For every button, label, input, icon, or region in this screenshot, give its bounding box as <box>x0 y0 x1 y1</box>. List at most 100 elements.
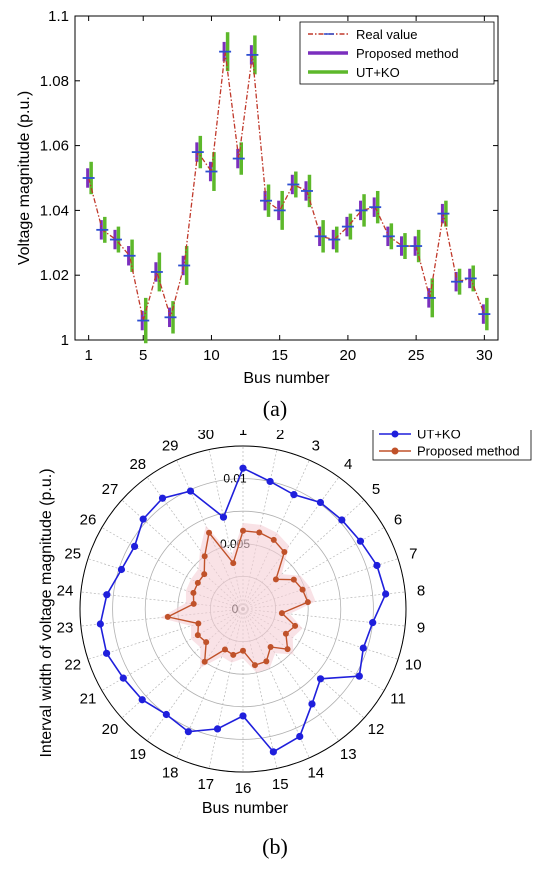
proposed-point <box>270 536 277 543</box>
ut-ko-point <box>103 591 111 599</box>
radar-spoke <box>208 449 244 610</box>
radar-spoke <box>87 558 244 610</box>
proposed-point <box>190 589 197 596</box>
radar-category-label: 30 <box>197 430 214 443</box>
radar-category-label: 12 <box>368 721 385 738</box>
proposed-point <box>292 622 299 629</box>
radar-category-label: 1 <box>239 430 247 439</box>
radar-spoke <box>242 591 406 610</box>
radar-category-label: 28 <box>129 456 146 473</box>
radar-category-label: 24 <box>57 582 74 599</box>
y-axis-label-b: Interval width of voltage magnitude (p.u… <box>38 468 55 757</box>
proposed-point <box>206 529 213 536</box>
y-tick-label: 1.06 <box>40 138 69 155</box>
chart-b: 00.0050.01123456789101112131415161718192… <box>38 430 532 859</box>
radar-spoke <box>146 476 244 610</box>
radar-spoke <box>208 608 244 769</box>
proposed-point <box>190 600 197 607</box>
radar-category-label: 3 <box>312 437 320 454</box>
radar-spoke <box>121 608 244 719</box>
radar-category-label: 29 <box>162 437 179 454</box>
radar-category-label: 5 <box>372 481 380 498</box>
x-tick-label: 15 <box>271 347 288 364</box>
ut-ko-point <box>186 487 195 495</box>
radar-category-label: 16 <box>235 780 252 797</box>
radar-spoke <box>242 558 399 610</box>
radar-category-label: 23 <box>57 620 74 637</box>
ut-ko-point <box>355 672 363 680</box>
proposed-point <box>251 662 258 669</box>
radar-category-label: 4 <box>344 456 352 473</box>
radar-spoke <box>101 527 244 610</box>
radar-spoke <box>176 608 244 759</box>
proposed-point <box>284 646 291 653</box>
proposed-point <box>195 620 202 627</box>
radar-spoke <box>242 476 340 610</box>
radar-spoke <box>242 608 365 719</box>
radar-category-label: 21 <box>80 691 97 708</box>
proposed-point <box>221 646 228 653</box>
ut-ko-point <box>213 725 222 733</box>
proposed-point <box>201 553 208 560</box>
y-tick-label: 1.04 <box>40 202 69 219</box>
radar-spoke <box>101 608 244 691</box>
radar-spoke <box>242 608 340 742</box>
radar-category-label: 6 <box>394 512 402 529</box>
proposed-point <box>201 571 208 578</box>
proposed-point <box>290 576 297 583</box>
radar-category-label: 19 <box>129 746 146 763</box>
radar-spoke <box>242 608 385 691</box>
radar-spoke <box>87 608 244 660</box>
radar-spoke <box>242 608 399 660</box>
radar-category-label: 15 <box>272 776 289 793</box>
radar-category-label: 20 <box>102 721 119 738</box>
radar-ring <box>112 478 374 740</box>
proposed-point <box>164 613 171 620</box>
ut-ko-point <box>369 619 377 627</box>
proposed-point <box>263 658 270 665</box>
radar-category-label: 13 <box>340 746 357 763</box>
radar-spoke <box>242 608 406 627</box>
proposed-point <box>299 586 306 593</box>
radar-outer-circle <box>79 445 407 773</box>
legend-marker <box>391 430 399 438</box>
ut-ko-point <box>184 728 192 736</box>
proposed-point <box>304 599 311 606</box>
x-axis-label-b: Bus number <box>202 800 289 817</box>
proposed-point <box>267 643 274 650</box>
ut-ko-point <box>359 644 367 652</box>
y-axis-label-a: Voltage magnitude (p.u.) <box>16 91 33 265</box>
legend-marker <box>391 447 399 455</box>
ut-ko-point <box>96 620 104 628</box>
y-tick-label: 1.02 <box>40 267 69 284</box>
panel-label-b: (b) <box>262 834 288 859</box>
radar-category-label: 25 <box>64 546 81 563</box>
x-tick-label: 20 <box>340 347 357 364</box>
radar-category-label: 11 <box>390 691 406 708</box>
legend-label: UT+KO <box>417 430 461 442</box>
ut-ko-point <box>119 674 127 682</box>
radar-category-label: 14 <box>307 765 324 782</box>
radar-category-label: 22 <box>64 656 81 673</box>
ut-ko-point <box>239 464 247 472</box>
ut-ko-point <box>162 710 170 719</box>
ut-ko-point <box>316 498 325 507</box>
ut-ko-point <box>219 513 228 521</box>
proposed-point <box>230 560 237 567</box>
legend-label: Proposed method <box>356 46 459 61</box>
ut-ko-point <box>266 477 274 486</box>
ut-ko-point <box>138 696 146 704</box>
proposed-point <box>194 632 201 639</box>
proposed-point <box>240 527 246 534</box>
ut-ko-point <box>139 515 147 523</box>
proposed-point <box>203 639 210 646</box>
proposed-point <box>282 630 289 637</box>
ut-ko-point <box>356 537 365 545</box>
radar-spoke <box>242 608 310 759</box>
x-tick-label: 25 <box>408 347 425 364</box>
ut-ko-point <box>308 700 316 708</box>
panel-label-a: (a) <box>263 396 287 421</box>
ut-ko-point <box>158 494 167 502</box>
radar-spoke <box>121 499 244 610</box>
proposed-point <box>201 658 208 665</box>
